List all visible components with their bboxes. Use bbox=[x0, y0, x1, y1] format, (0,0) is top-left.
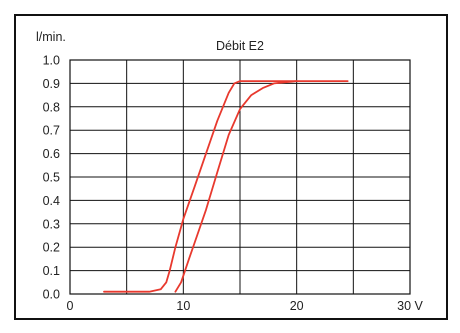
y-tick-label: 0.7 bbox=[43, 124, 60, 138]
y-tick-label: 0.2 bbox=[43, 241, 60, 255]
y-tick-label: 1.0 bbox=[43, 54, 60, 68]
x-tick-label: 30 V bbox=[397, 299, 423, 313]
series-line-2 bbox=[174, 80, 298, 293]
y-axis-label: l/min. bbox=[36, 30, 66, 44]
y-tick-label: 0.8 bbox=[43, 100, 60, 114]
series-line-1 bbox=[103, 80, 349, 293]
y-tick-label: 0.1 bbox=[43, 264, 60, 278]
x-tick-label: 0 bbox=[67, 299, 74, 313]
y-tick-label: 0.9 bbox=[43, 77, 60, 91]
x-tick-label: 10 bbox=[176, 299, 190, 313]
y-tick-label: 0.6 bbox=[43, 147, 60, 161]
chart-title: Débit E2 bbox=[216, 39, 264, 53]
y-tick-label: 0.5 bbox=[43, 171, 60, 185]
y-tick-label: 0.4 bbox=[43, 194, 60, 208]
y-tick-label: 0.0 bbox=[43, 288, 60, 302]
grid bbox=[69, 59, 411, 295]
series-layer bbox=[103, 80, 349, 293]
x-tick-label: 20 bbox=[290, 299, 304, 313]
labels-layer: l/min. Débit E2 0.0 0.1 0.2 0.3 0.4 0.5 0.6 0.7… bbox=[36, 30, 424, 313]
y-tick-label: 0.3 bbox=[43, 217, 60, 231]
